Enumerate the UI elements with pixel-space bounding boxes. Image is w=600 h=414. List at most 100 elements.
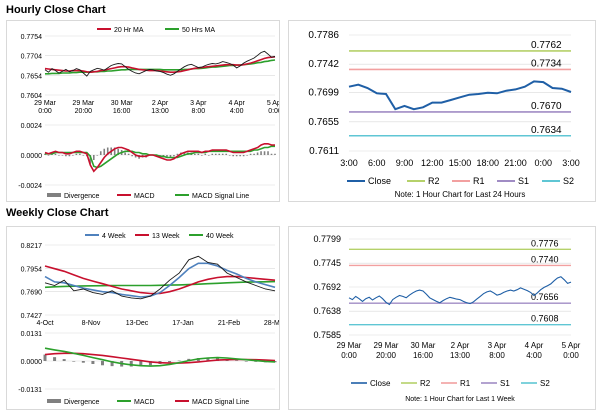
weekly-levels-y-tick-label: 0.7745 [313,258,341,268]
hourly-divergence-bar [96,155,99,156]
hourly-divergence-bar [249,153,252,155]
hourly-divergence-bar [131,155,133,157]
weekly-divergence-bar [72,361,76,362]
hourly-x-tick-time: 8:00 [192,108,206,115]
hourly-x-tick-time: 4:00 [230,108,244,115]
weekly-legend-label-close: Close [370,379,391,388]
weekly-divergence-bar [101,361,104,366]
legend-macd: MACD [134,193,155,200]
hourly-levels-x-tick: 0:00 [534,158,552,168]
hourly-divergence-bar [65,155,67,157]
hourly-price-y-tick-label: 0.7654 [21,73,43,80]
legend-macd-signal: MACD Signal Line [192,193,249,200]
hourly-x-tick-date: 2 Apr [152,100,169,107]
weekly-levels-x-tick-date: 3 Apr [488,341,507,350]
legend-label-r2: R2 [428,176,440,186]
hourly-price-chart: 20 Hr MA 50 Hrs MA 0.7754 0.7704 0.7654 0.760… [18,27,284,200]
hourly-levels-y-tick-label: 0.7611 [309,146,339,157]
hourly-divergence-bar [68,155,71,157]
hourly-x-tick-time: 20:00 [75,108,93,115]
hourly-x-tick-date: 5 Apr [267,100,279,107]
series-40-week [44,280,276,289]
weekly-levels-x-tick-time: 0:00 [341,351,357,360]
weekly-macd-y-tick-label: 0.0131 [21,331,43,338]
hourly-divergence-bar [103,148,106,155]
weekly-macd-y-tick-label: -0.0131 [18,387,42,394]
hourly-divergence-bar [194,153,196,155]
series-hourly-close [348,80,572,111]
legend-weekly-macd-signal: MACD Signal Line [192,399,249,406]
hourly-x-tick-time: 0:00 [38,108,52,115]
legend-40-week: 40 Week [206,233,234,240]
level-label-s2: 0.7634 [531,125,562,136]
weekly-x-tick: 17-Jan [172,320,194,327]
hourly-divergence-bar [117,148,119,155]
hourly-divergence-bar [270,153,273,155]
weekly-level-label-s1: 0.7656 [531,292,559,302]
hourly-divergence-bar [89,155,92,164]
hourly-divergence-bar [58,155,60,156]
hourly-divergence-bar [256,152,259,155]
hourly-divergence-bar [211,153,214,155]
hourly-divergence-bar [124,152,126,155]
weekly-level-label-s2: 0.7608 [531,314,559,324]
weekly-divergence-bar [129,361,133,367]
weekly-divergence-bar [206,358,210,361]
hourly-divergence-bar [204,153,207,155]
level-label-r2: 0.7762 [531,40,562,51]
hourly-divergence-bar [127,153,130,155]
hourly-levels-note: Note: 1 Hour Chart for Last 24 Hours [395,190,526,199]
hourly-divergence-bar [214,153,217,155]
hourly-levels-x-tick: 15:00 [449,158,472,168]
hourly-section-title: Hourly Close Chart [6,4,106,16]
legend-weekly-macd: MACD [134,399,155,406]
weekly-x-tick: 4-Oct [36,320,53,327]
weekly-levels-x-tick-date: 29 Mar [374,341,399,350]
hourly-divergence-bar [197,153,200,155]
weekly-x-tick: 8-Nov [82,320,101,327]
legend-weekly-divergence-swatch [47,399,61,403]
weekly-levels-x-tick-date: 29 Mar [337,341,362,350]
hourly-divergence-bar [75,153,78,155]
weekly-level-label-r2: 0.7776 [531,238,559,248]
weekly-price-y-tick-label: 0.8217 [21,243,43,250]
weekly-levels-panel: 0.7799 0.7745 0.7692 0.7638 0.7585 0.7776 0.77… [288,226,596,410]
series-weekly-macd [44,347,276,367]
hourly-levels-x-tick: 9:00 [396,158,414,168]
hourly-divergence-bar [267,151,269,155]
weekly-price-y-tick-label: 0.7690 [21,290,43,297]
weekly-levels-y-tick-label: 0.7799 [313,234,341,244]
weekly-divergence-bar [148,361,152,366]
hourly-divergence-bar [113,147,116,155]
weekly-section-title: Weekly Close Chart [6,207,109,219]
weekly-divergence-bar [91,361,95,364]
hourly-divergence-bar [207,155,210,156]
level-label-s1: 0.7670 [531,101,562,112]
weekly-macd-y-tick-label: 0.0000 [21,359,43,366]
series-hourly-price [44,50,276,77]
hourly-divergence-bar [166,155,168,158]
weekly-levels-x-tick-time: 0:00 [563,351,579,360]
weekly-divergence-bar [81,361,85,363]
hourly-divergence-bar [82,155,85,156]
weekly-levels-note: Note: 1 Hour Chart for Last 1 Week [405,396,515,403]
weekly-price-y-tick-label: 0.7427 [21,313,43,320]
hourly-divergence-bar [218,153,221,155]
legend-4-week: 4 Week [102,233,126,240]
weekly-levels-x-tick-time: 8:00 [489,351,505,360]
weekly-legend-label-r2: R2 [420,379,431,388]
hourly-divergence-bar [99,151,102,155]
hourly-divergence-bar [79,153,81,155]
weekly-levels-y-tick-label: 0.7585 [313,330,341,340]
hourly-macd-y-tick-label: -0.0024 [18,183,42,190]
legend-divergence: Divergence [64,193,100,200]
hourly-divergence-bar [134,155,137,158]
hourly-divergence-bar [72,155,74,156]
hourly-divergence-bar [239,155,241,157]
hourly-price-y-tick-label: 0.7604 [21,93,43,100]
hourly-x-tick-date: 29 Mar [72,100,94,107]
weekly-x-tick: 28-Mar [264,320,279,327]
legend-divergence-swatch [47,193,61,197]
weekly-x-tick: 13-Dec [126,320,149,327]
weekly-levels-x-tick-time: 20:00 [376,351,397,360]
